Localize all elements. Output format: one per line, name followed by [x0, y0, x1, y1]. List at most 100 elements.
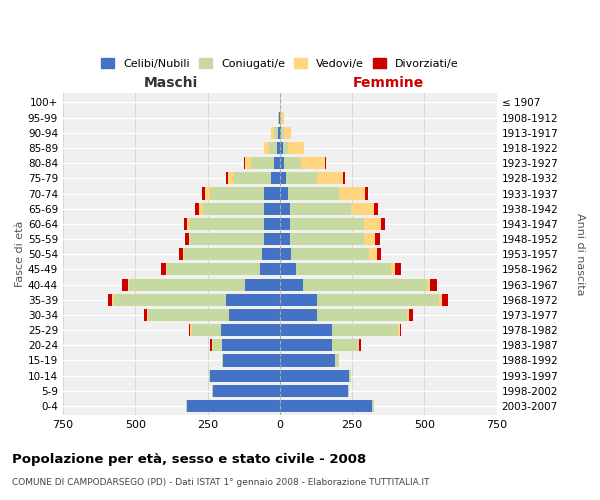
Bar [185, 233, 189, 245]
Bar [211, 339, 212, 351]
Bar [280, 248, 292, 260]
Bar [284, 157, 301, 169]
Bar [212, 339, 213, 351]
Bar [359, 339, 361, 351]
Bar [349, 370, 350, 382]
Bar [278, 126, 280, 139]
Bar [184, 218, 187, 230]
Bar [290, 218, 364, 230]
Bar [317, 309, 407, 321]
Bar [196, 202, 199, 215]
Bar [317, 172, 343, 184]
Bar [166, 264, 167, 276]
Bar [289, 142, 304, 154]
Bar [280, 339, 332, 351]
Y-axis label: Anni di nascita: Anni di nascita [575, 213, 585, 296]
Bar [280, 264, 296, 276]
Bar [148, 309, 229, 321]
Bar [229, 309, 280, 321]
Bar [332, 324, 398, 336]
Bar [233, 172, 271, 184]
Bar [280, 400, 373, 412]
Bar [280, 172, 286, 184]
Bar [190, 233, 264, 245]
Bar [343, 172, 345, 184]
Bar [274, 157, 280, 169]
Bar [212, 385, 213, 397]
Bar [264, 233, 280, 245]
Bar [280, 157, 284, 169]
Bar [280, 354, 335, 366]
Text: COMUNE DI CAMPODARSEGO (PD) - Dati ISTAT 1° gennaio 2008 - Elaborazione TUTTITAL: COMUNE DI CAMPODARSEGO (PD) - Dati ISTAT… [12, 478, 430, 487]
Bar [398, 324, 400, 336]
Bar [278, 112, 279, 124]
Bar [191, 324, 221, 336]
Bar [281, 112, 284, 124]
Bar [222, 354, 223, 366]
Bar [325, 157, 326, 169]
Bar [223, 354, 280, 366]
Bar [144, 309, 147, 321]
Bar [381, 218, 385, 230]
Bar [290, 202, 350, 215]
Bar [280, 126, 281, 139]
Bar [264, 188, 280, 200]
Bar [280, 385, 348, 397]
Bar [280, 278, 303, 290]
Text: Maschi: Maschi [144, 76, 199, 90]
Bar [251, 157, 274, 169]
Bar [187, 400, 280, 412]
Bar [281, 126, 284, 139]
Bar [292, 248, 370, 260]
Bar [122, 278, 128, 290]
Bar [271, 126, 274, 139]
Legend: Celibi/Nubili, Coniugati/e, Vedovi/e, Divorziati/e: Celibi/Nubili, Coniugati/e, Vedovi/e, Di… [97, 54, 463, 74]
Bar [245, 157, 251, 169]
Bar [280, 233, 290, 245]
Bar [391, 264, 395, 276]
Bar [370, 248, 377, 260]
Bar [280, 112, 281, 124]
Bar [128, 278, 130, 290]
Bar [183, 248, 184, 260]
Bar [213, 385, 280, 397]
Bar [130, 278, 245, 290]
Bar [265, 142, 269, 154]
Bar [400, 324, 401, 336]
Bar [264, 202, 280, 215]
Text: Femmine: Femmine [353, 76, 424, 90]
Bar [348, 385, 349, 397]
Bar [373, 400, 374, 412]
Bar [112, 294, 113, 306]
Bar [407, 309, 409, 321]
Bar [335, 354, 339, 366]
Bar [301, 157, 325, 169]
Bar [280, 324, 332, 336]
Bar [317, 294, 439, 306]
Bar [211, 188, 264, 200]
Bar [375, 233, 380, 245]
Bar [228, 172, 233, 184]
Bar [365, 188, 368, 200]
Bar [211, 370, 280, 382]
Text: Popolazione per età, sesso e stato civile - 2008: Popolazione per età, sesso e stato civil… [12, 452, 366, 466]
Bar [222, 339, 280, 351]
Bar [374, 202, 378, 215]
Y-axis label: Fasce di età: Fasce di età [15, 221, 25, 288]
Bar [280, 188, 289, 200]
Bar [296, 264, 391, 276]
Bar [377, 248, 381, 260]
Bar [186, 400, 187, 412]
Bar [283, 142, 289, 154]
Bar [358, 339, 359, 351]
Bar [260, 264, 280, 276]
Bar [280, 218, 290, 230]
Bar [280, 294, 317, 306]
Bar [280, 202, 290, 215]
Bar [203, 202, 264, 215]
Bar [226, 172, 228, 184]
Bar [303, 278, 427, 290]
Bar [269, 142, 277, 154]
Bar [179, 248, 183, 260]
Bar [187, 218, 190, 230]
